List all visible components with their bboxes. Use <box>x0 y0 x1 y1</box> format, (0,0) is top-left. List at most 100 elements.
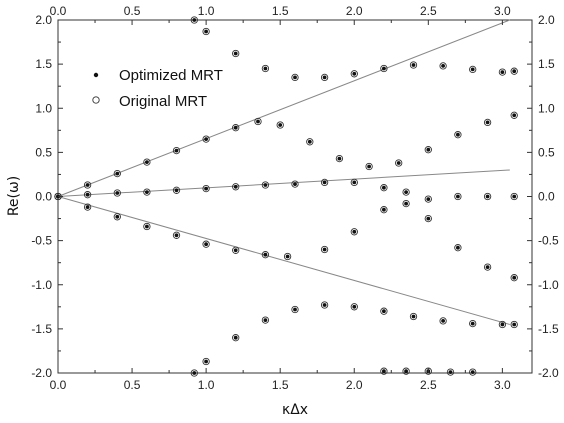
optimized-mrt-point <box>396 161 401 165</box>
y-tick-label-left: -0.5 <box>31 234 52 248</box>
optimized-mrt-point <box>204 137 209 142</box>
original-mrt-point <box>510 192 518 201</box>
optimized-mrt-point <box>485 265 490 269</box>
optimized-mrt-point <box>256 119 260 124</box>
optimized-mrt-point <box>470 321 475 326</box>
y-tick-label-left: -2.0 <box>31 366 52 380</box>
original-mrt-point <box>469 65 477 74</box>
original-mrt-point <box>380 206 388 214</box>
optimized-mrt-point <box>174 233 179 238</box>
original-mrt-point <box>254 117 262 126</box>
optimized-mrt-point <box>85 205 90 210</box>
original-mrt-point <box>306 138 314 146</box>
original-mrt-point <box>202 184 210 193</box>
x-tick-label-top: 3.0 <box>494 4 511 18</box>
optimized-mrt-point <box>411 314 416 319</box>
y-tick-label-right: 1.5 <box>538 57 555 71</box>
legend: Optimized MRT Original MRT <box>92 67 223 110</box>
optimized-mrt-point <box>233 51 238 56</box>
optimized-mrt-point <box>441 64 445 68</box>
reference-line-1 <box>57 169 510 197</box>
optimized-mrt-point <box>322 303 327 307</box>
original-mrt-point <box>232 334 240 342</box>
optimized-mrt-point <box>192 371 197 375</box>
original-mrt-point <box>143 222 151 231</box>
axis-ticks: 0.0 0.0 0.5 0.5 1.0 1.0 1.5 1.5 2.0 2.0 2.5 2.5 3.0 3… <box>31 4 559 392</box>
original-mrt-point <box>439 317 447 325</box>
original-mrt-point <box>454 131 462 139</box>
optimized-mrt-point <box>500 322 505 327</box>
y-tick-label-left: 2.0 <box>35 13 52 27</box>
y-tick-label-right: 0.0 <box>538 190 555 204</box>
optimized-mrt-point <box>115 171 120 176</box>
optimized-mrt-point <box>404 369 408 374</box>
original-mrt-point <box>510 111 518 119</box>
optimized-mrt-point <box>382 369 386 374</box>
original-mrt-point <box>232 124 240 132</box>
optimized-mrt-point <box>456 245 460 250</box>
original-mrt-point <box>291 305 299 314</box>
original-mrt-point <box>202 27 210 36</box>
optimized-mrt-point <box>367 164 371 169</box>
original-mrt-point <box>498 320 507 329</box>
optimized-mrt-point <box>382 207 386 212</box>
original-mrt-point <box>172 186 181 194</box>
optimized-mrt-point <box>285 254 290 259</box>
original-mrt-point <box>232 246 240 254</box>
optimized-mrt-point <box>352 71 357 76</box>
original-mrt-point <box>350 70 358 78</box>
optimized-mrt-point <box>470 370 475 374</box>
original-mrt-point <box>439 62 447 70</box>
original-mrt-point <box>402 367 410 375</box>
original-mrt-point <box>143 188 151 196</box>
x-tick-label-top: 0.0 <box>50 4 67 18</box>
optimized-mrt-point <box>441 319 445 323</box>
optimized-mrt-point <box>293 182 297 187</box>
x-tick-label-bottom: 0.5 <box>124 378 141 392</box>
y-tick-label-left: 0.5 <box>35 145 52 159</box>
original-mrt-point <box>83 203 92 211</box>
optimized-mrt-point <box>512 275 517 280</box>
original-mrt-point <box>402 188 410 196</box>
optimized-mrt-point <box>145 160 149 165</box>
y-tick-label-left: 0.0 <box>35 190 52 204</box>
x-tick-label-top: 2.0 <box>346 4 363 18</box>
original-mrt-point <box>202 357 210 366</box>
optimized-mrt-point <box>382 309 386 314</box>
original-mrt-point <box>380 64 388 73</box>
optimized-mrt-point <box>174 148 179 153</box>
x-axis-title: κΔx <box>282 402 308 418</box>
legend-label-original: Original MRT <box>119 93 207 110</box>
reference-lines <box>57 19 510 325</box>
original-mrt-point <box>402 199 410 208</box>
y-tick-label-right: -0.5 <box>538 234 559 248</box>
original-mrt-point <box>483 263 492 271</box>
reference-line-0 <box>57 19 510 197</box>
original-mrt-point <box>113 189 121 197</box>
x-tick-label-bottom: 2.5 <box>420 378 437 392</box>
original-mrt-point <box>335 154 344 163</box>
original-mrt-point <box>320 245 329 254</box>
original-mrt-point <box>424 214 432 223</box>
y-tick-label-left: -1.5 <box>31 322 52 336</box>
original-mrt-point <box>190 16 198 24</box>
original-mrt-point <box>483 118 492 127</box>
optimized-mrt-point <box>233 125 238 130</box>
optimized-mrt-point <box>322 75 327 80</box>
original-mrt-point <box>483 192 492 201</box>
optimized-mrt-point <box>204 359 209 364</box>
original-mrt-point <box>113 213 121 221</box>
original-mrt-point <box>365 162 373 171</box>
original-mrt-point <box>380 307 388 315</box>
optimized-mrt-point <box>85 192 90 197</box>
original-mrt-point <box>261 316 270 324</box>
optimized-mrt-point <box>512 113 517 118</box>
optimized-mrt-point <box>352 304 357 309</box>
optimized-mrt-point <box>382 185 386 190</box>
optimized-mrt-point <box>512 194 517 199</box>
x-tick-label-top: 0.5 <box>124 4 141 18</box>
optimized-mrt-point <box>426 216 431 221</box>
optimized-mrt-point <box>382 66 386 71</box>
original-mrt-point <box>83 181 92 189</box>
